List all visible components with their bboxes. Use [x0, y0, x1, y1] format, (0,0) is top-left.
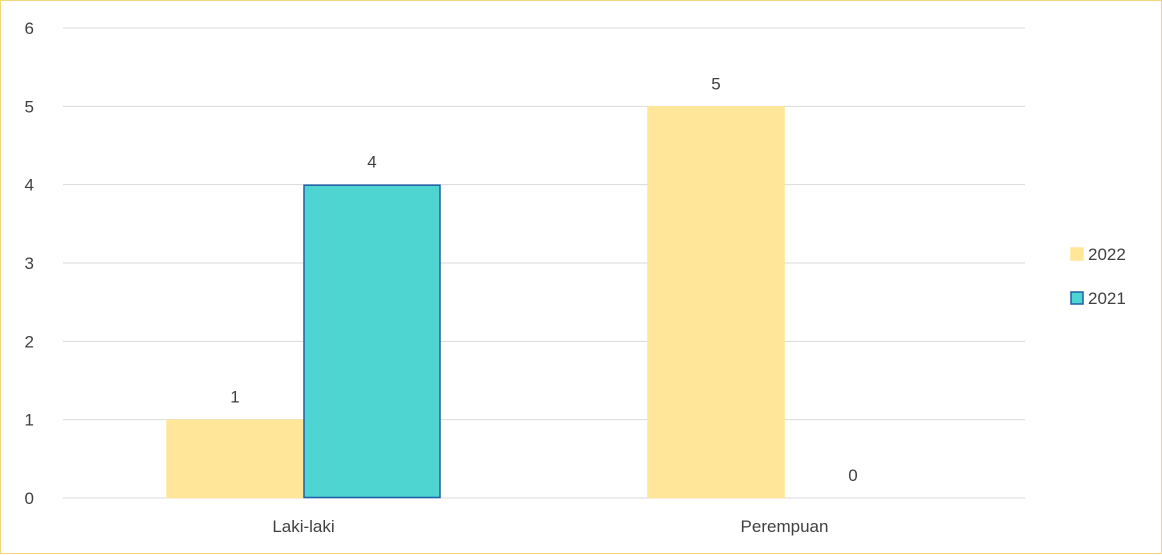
data-labels: 1 4 5 0	[230, 74, 857, 485]
legend-swatch	[1070, 291, 1084, 305]
y-tick-label: 5	[25, 97, 34, 116]
y-tick-label: 3	[25, 254, 34, 273]
y-tick-label: 6	[25, 19, 34, 38]
bars	[166, 106, 785, 499]
y-axis: 0 1 2 3 4 5 6	[25, 19, 34, 508]
x-tick-label: Perempuan	[741, 517, 829, 536]
data-label: 0	[848, 466, 857, 485]
legend-label: 2021	[1088, 289, 1126, 308]
data-label: 1	[230, 388, 239, 407]
legend-swatch	[1070, 247, 1084, 261]
bar-2022-Laki-laki	[166, 419, 304, 499]
y-tick-label: 2	[25, 332, 34, 351]
y-tick-label: 0	[25, 489, 34, 508]
x-tick-label: Laki-laki	[272, 517, 334, 536]
bar-2021-Laki-laki	[303, 184, 441, 499]
x-axis: Laki-laki Perempuan	[272, 517, 828, 536]
data-label: 4	[367, 153, 376, 172]
y-tick-label: 1	[25, 411, 34, 430]
y-tick-label: 4	[25, 176, 34, 195]
bar-2022-Perempuan	[647, 106, 785, 499]
legend: 2022 2021	[1070, 245, 1126, 308]
data-label: 5	[711, 74, 720, 93]
legend-label: 2022	[1088, 245, 1126, 264]
